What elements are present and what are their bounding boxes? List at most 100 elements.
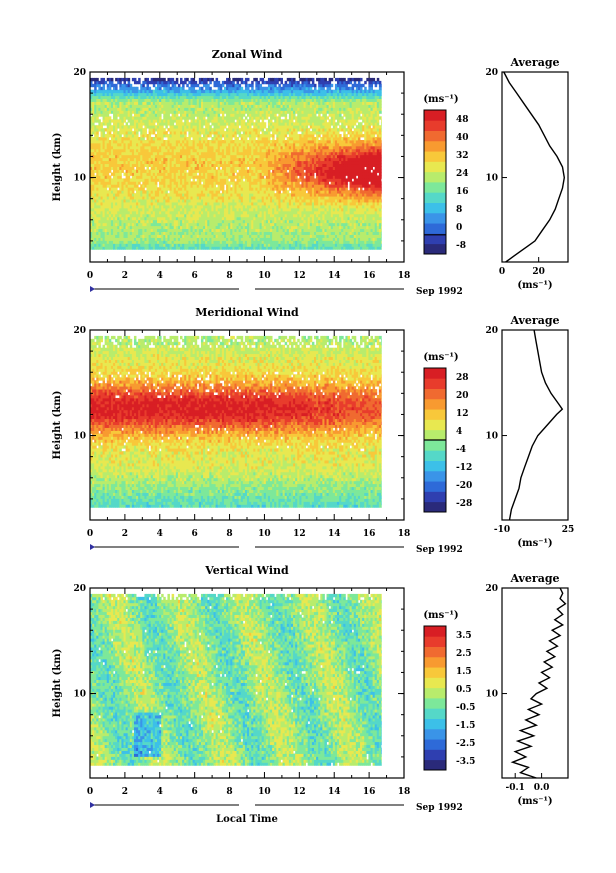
heatmap-cell [119, 175, 121, 178]
heatmap-cell [381, 196, 382, 199]
heatmap-cell [232, 172, 234, 175]
heatmap-cell [381, 190, 382, 193]
heatmap-cell [381, 170, 382, 173]
heatmap-cell [228, 184, 230, 187]
heatmap-cell [362, 167, 364, 170]
heatmap-cell [381, 226, 382, 229]
heatmap-cell [381, 187, 382, 190]
heatmap-cell [285, 170, 287, 173]
heatmap-cell [381, 232, 382, 235]
heatmap-cell [262, 175, 264, 178]
heatmap-cell [272, 190, 274, 193]
heatmap-cell [199, 181, 201, 184]
heatmap-cell [165, 190, 167, 193]
heatmap-cell [381, 158, 382, 161]
heatmap-cell [381, 205, 382, 208]
heatmap-cell [381, 223, 382, 226]
heatmap-cell [381, 193, 382, 196]
heatmap-cell [381, 164, 382, 167]
heatmap-cell [381, 167, 382, 170]
heatmap-cell [381, 161, 382, 164]
heatmap-cell [379, 178, 381, 181]
heatmap-cell [301, 170, 303, 173]
heatmap-cell [278, 190, 280, 193]
heatmap-cell [218, 190, 220, 193]
heatmap-cell [214, 184, 216, 187]
heatmap-cell [381, 152, 382, 155]
heatmap-cell [368, 170, 370, 173]
heatmap-cell [345, 184, 347, 187]
heatmap-cell [381, 155, 382, 158]
heatmap-cell [234, 170, 236, 173]
heatmap-cell [109, 175, 111, 178]
heatmap-cell [381, 229, 382, 232]
heatmap-cell [195, 172, 197, 175]
heatmap-cell [345, 187, 347, 190]
heatmap-cell [226, 178, 228, 181]
heatmap-cell [381, 184, 382, 187]
heatmap-cell [350, 178, 352, 181]
heatmap-cell [132, 167, 134, 170]
heatmap-cell [245, 167, 247, 170]
heatmap-cell [268, 170, 270, 173]
heatmap-cell [381, 143, 382, 146]
heatmap-cell [222, 187, 224, 190]
heatmap-cell [381, 202, 382, 205]
heatmap-cell [138, 181, 140, 184]
heatmap-cell [327, 181, 329, 184]
heatmap-cell [295, 175, 297, 178]
heatmap-cell [381, 217, 382, 220]
heatmap-cell [301, 175, 303, 178]
heatmap-cell [381, 246, 382, 249]
heatmap-cell [360, 187, 362, 190]
heatmap-cell [128, 175, 130, 178]
heatmap-cell [147, 167, 149, 170]
heatmap-cell [142, 167, 144, 170]
heatmap-cell [312, 175, 314, 178]
heatmap-cell [142, 187, 144, 190]
heatmap-cell [121, 170, 123, 173]
heatmap-cell [155, 181, 157, 184]
heatmap-cell [241, 178, 243, 181]
heatmap-cell [304, 190, 306, 193]
heatmap-cell [381, 146, 382, 149]
heatmap-cell [381, 240, 382, 243]
heatmap-cell [381, 199, 382, 202]
heatmap-cell [109, 170, 111, 173]
heatmap-field [90, 78, 382, 250]
heatmap-cell [287, 190, 289, 193]
heatmap-cell [155, 184, 157, 187]
heatmap-cell [115, 187, 117, 190]
heatmap-cell [381, 181, 382, 184]
heatmap-cell [356, 187, 358, 190]
heatmap-cell [345, 181, 347, 184]
heatmap-cell [375, 172, 377, 175]
heatmap-cell [193, 178, 195, 181]
heatmap-cell [297, 181, 299, 184]
heatmap-cell [381, 243, 382, 246]
heatmap-cell [312, 172, 314, 175]
heatmap-cell [371, 167, 373, 170]
heatmap-cell [381, 214, 382, 217]
heatmap-cell [381, 175, 382, 178]
heatmap-cell [381, 235, 382, 238]
heatmap-cell [214, 167, 216, 170]
heatmap-cell [381, 238, 382, 241]
heatmap-cell [184, 170, 186, 173]
heatmap-cell [218, 167, 220, 170]
heatmap-cell [136, 184, 138, 187]
heatmap-cell [354, 175, 356, 178]
heatmap-cell [366, 181, 368, 184]
heatmap-cell [105, 187, 107, 190]
heatmap-cell [119, 172, 121, 175]
heatmap-cell [222, 184, 224, 187]
heatmap-cell [381, 172, 382, 175]
heatmap-cell [381, 208, 382, 211]
heatmap-cell [381, 220, 382, 223]
heatmap-cell [343, 175, 345, 178]
heatmap-cell [285, 187, 287, 190]
heatmap-cell [188, 178, 190, 181]
heatmap-cell [381, 149, 382, 152]
